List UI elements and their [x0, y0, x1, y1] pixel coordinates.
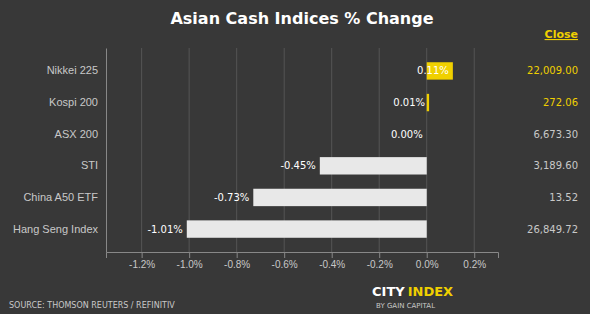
- x-tick-label: -1.2%: [129, 259, 155, 270]
- x-tick-mark: [284, 252, 285, 258]
- logo-part: INDEX: [408, 284, 453, 299]
- source: SOURCE: THOMSON REUTERS / REFINITIV: [9, 301, 175, 310]
- x-tick-mark: [474, 252, 475, 258]
- data-label: -1.01%: [147, 224, 182, 235]
- x-tick-label: -1.0%: [177, 259, 203, 270]
- close-value: 22,009.00: [527, 65, 578, 76]
- y-tick: STI: [81, 159, 106, 171]
- logo: CITYINDEX: [372, 284, 453, 299]
- logo-subtitle: BY GAIN CAPITAL: [376, 302, 435, 310]
- close-value: 6,673.30: [533, 129, 578, 140]
- y-tick-label: China A50 ETF: [23, 191, 98, 203]
- grid-line: [141, 48, 142, 252]
- close-value: 26,849.72: [527, 224, 578, 235]
- bar: [320, 157, 427, 174]
- x-tick: -1.2%: [129, 252, 155, 270]
- y-tick-label: Kospi 200: [49, 96, 98, 108]
- background: [0, 0, 590, 314]
- y-tick: Nikkei 225: [47, 64, 106, 76]
- x-axis-line: [107, 253, 499, 259]
- x-tick-label: 0.2%: [463, 259, 486, 270]
- x-tick-mark: [142, 252, 143, 258]
- y-tick-label: STI: [81, 159, 98, 171]
- title: Asian Cash Indices % Change: [170, 9, 433, 28]
- x-tick-mark: [189, 252, 190, 258]
- x-tick-label: 0.0%: [416, 259, 439, 270]
- data-labels: 0.11% 0.01% 0.00% -0.45% -0.73% -1.01%: [147, 65, 448, 234]
- x-tick-mark: [379, 252, 380, 258]
- x-tick: -0.2%: [367, 252, 393, 270]
- logo-part: CITY: [372, 284, 405, 299]
- x-tick: -1.0%: [177, 252, 203, 270]
- data-label: 0.11%: [417, 65, 449, 76]
- x-tick: -0.6%: [272, 252, 298, 270]
- data-label: -0.45%: [280, 160, 315, 171]
- bars: [187, 62, 453, 238]
- y-tick: China A50 ETF: [23, 191, 106, 203]
- y-tick: ASX 200: [55, 128, 106, 140]
- data-label: 0.01%: [393, 97, 425, 108]
- x-tick-label: -0.4%: [319, 259, 345, 270]
- y-tick-label: Hang Seng Index: [13, 223, 99, 235]
- bar: [427, 94, 429, 111]
- x-tick: 0.0%: [416, 252, 439, 270]
- x-tick: -0.8%: [224, 252, 250, 270]
- x-tick-label: -0.6%: [272, 259, 298, 270]
- y-tick: Kospi 200: [49, 96, 106, 108]
- close-value: 13.52: [549, 192, 578, 203]
- x-tick-mark: [332, 252, 333, 258]
- x-tick-mark: [427, 252, 428, 258]
- bar: [426, 125, 427, 142]
- close-value: 272.06: [543, 97, 578, 108]
- grid: [142, 48, 475, 252]
- x-axis: -1.2% -1.0% -0.8% -0.6% -0.4% -0.2% 0.0% 0.2%: [107, 252, 499, 270]
- y-axis: Nikkei 225 Kospi 200 ASX 200 STI China A50 E…: [13, 49, 107, 253]
- x-tick: 0.2%: [463, 252, 486, 270]
- bar: [187, 220, 427, 237]
- close-value: 3,189.60: [533, 160, 578, 171]
- y-tick-label: ASX 200: [55, 128, 98, 140]
- grid-line: [474, 48, 475, 252]
- x-tick: -0.4%: [319, 252, 345, 270]
- chart: -1.2% -1.0% -0.8% -0.6% -0.4% -0.2% 0.0% 0.2% Ni…: [0, 0, 590, 314]
- bar: [253, 189, 426, 206]
- y-tick: Hang Seng Index: [13, 223, 106, 235]
- x-tick-label: -0.8%: [224, 259, 250, 270]
- y-axis-line: [106, 49, 107, 253]
- data-label: -0.73%: [214, 192, 249, 203]
- data-label: 0.00%: [391, 129, 423, 140]
- close-header: Close: [545, 28, 578, 41]
- y-tick-label: Nikkei 225: [47, 64, 98, 76]
- x-tick-mark: [237, 252, 238, 258]
- x-tick-label: -0.2%: [367, 259, 393, 270]
